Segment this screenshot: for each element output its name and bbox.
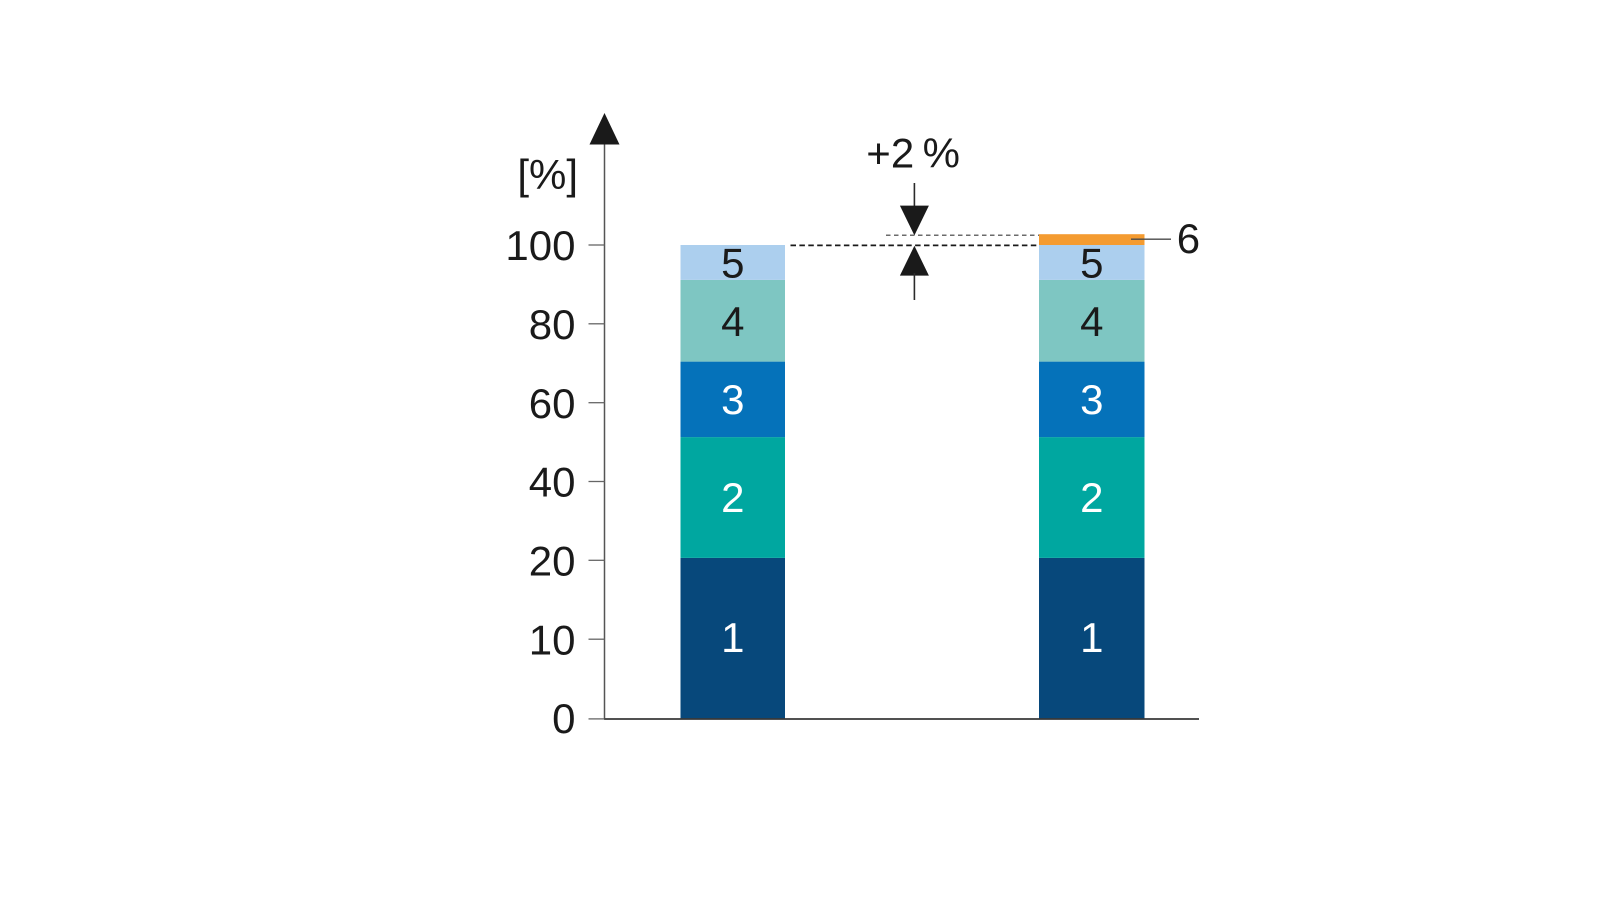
svg-text:2: 2 bbox=[721, 474, 744, 521]
svg-text:2: 2 bbox=[1080, 474, 1103, 521]
svg-text:1: 1 bbox=[721, 614, 744, 661]
svg-text:0: 0 bbox=[552, 695, 575, 742]
svg-text:60: 60 bbox=[529, 380, 576, 427]
svg-text:6: 6 bbox=[1177, 215, 1200, 262]
svg-text:5: 5 bbox=[721, 240, 744, 287]
svg-text:20: 20 bbox=[529, 538, 576, 585]
svg-text:5: 5 bbox=[1080, 240, 1103, 287]
svg-text:4: 4 bbox=[721, 298, 744, 345]
svg-text:80: 80 bbox=[529, 301, 576, 348]
svg-text:1: 1 bbox=[1080, 614, 1103, 661]
svg-text:100: 100 bbox=[505, 222, 575, 269]
svg-text:[%]: [%] bbox=[517, 151, 578, 198]
svg-text:4: 4 bbox=[1080, 298, 1103, 345]
svg-text:10: 10 bbox=[529, 616, 576, 663]
svg-text:3: 3 bbox=[1080, 376, 1103, 423]
svg-text:+2 %: +2 % bbox=[866, 129, 960, 176]
svg-text:3: 3 bbox=[721, 376, 744, 423]
svg-text:40: 40 bbox=[529, 459, 576, 506]
